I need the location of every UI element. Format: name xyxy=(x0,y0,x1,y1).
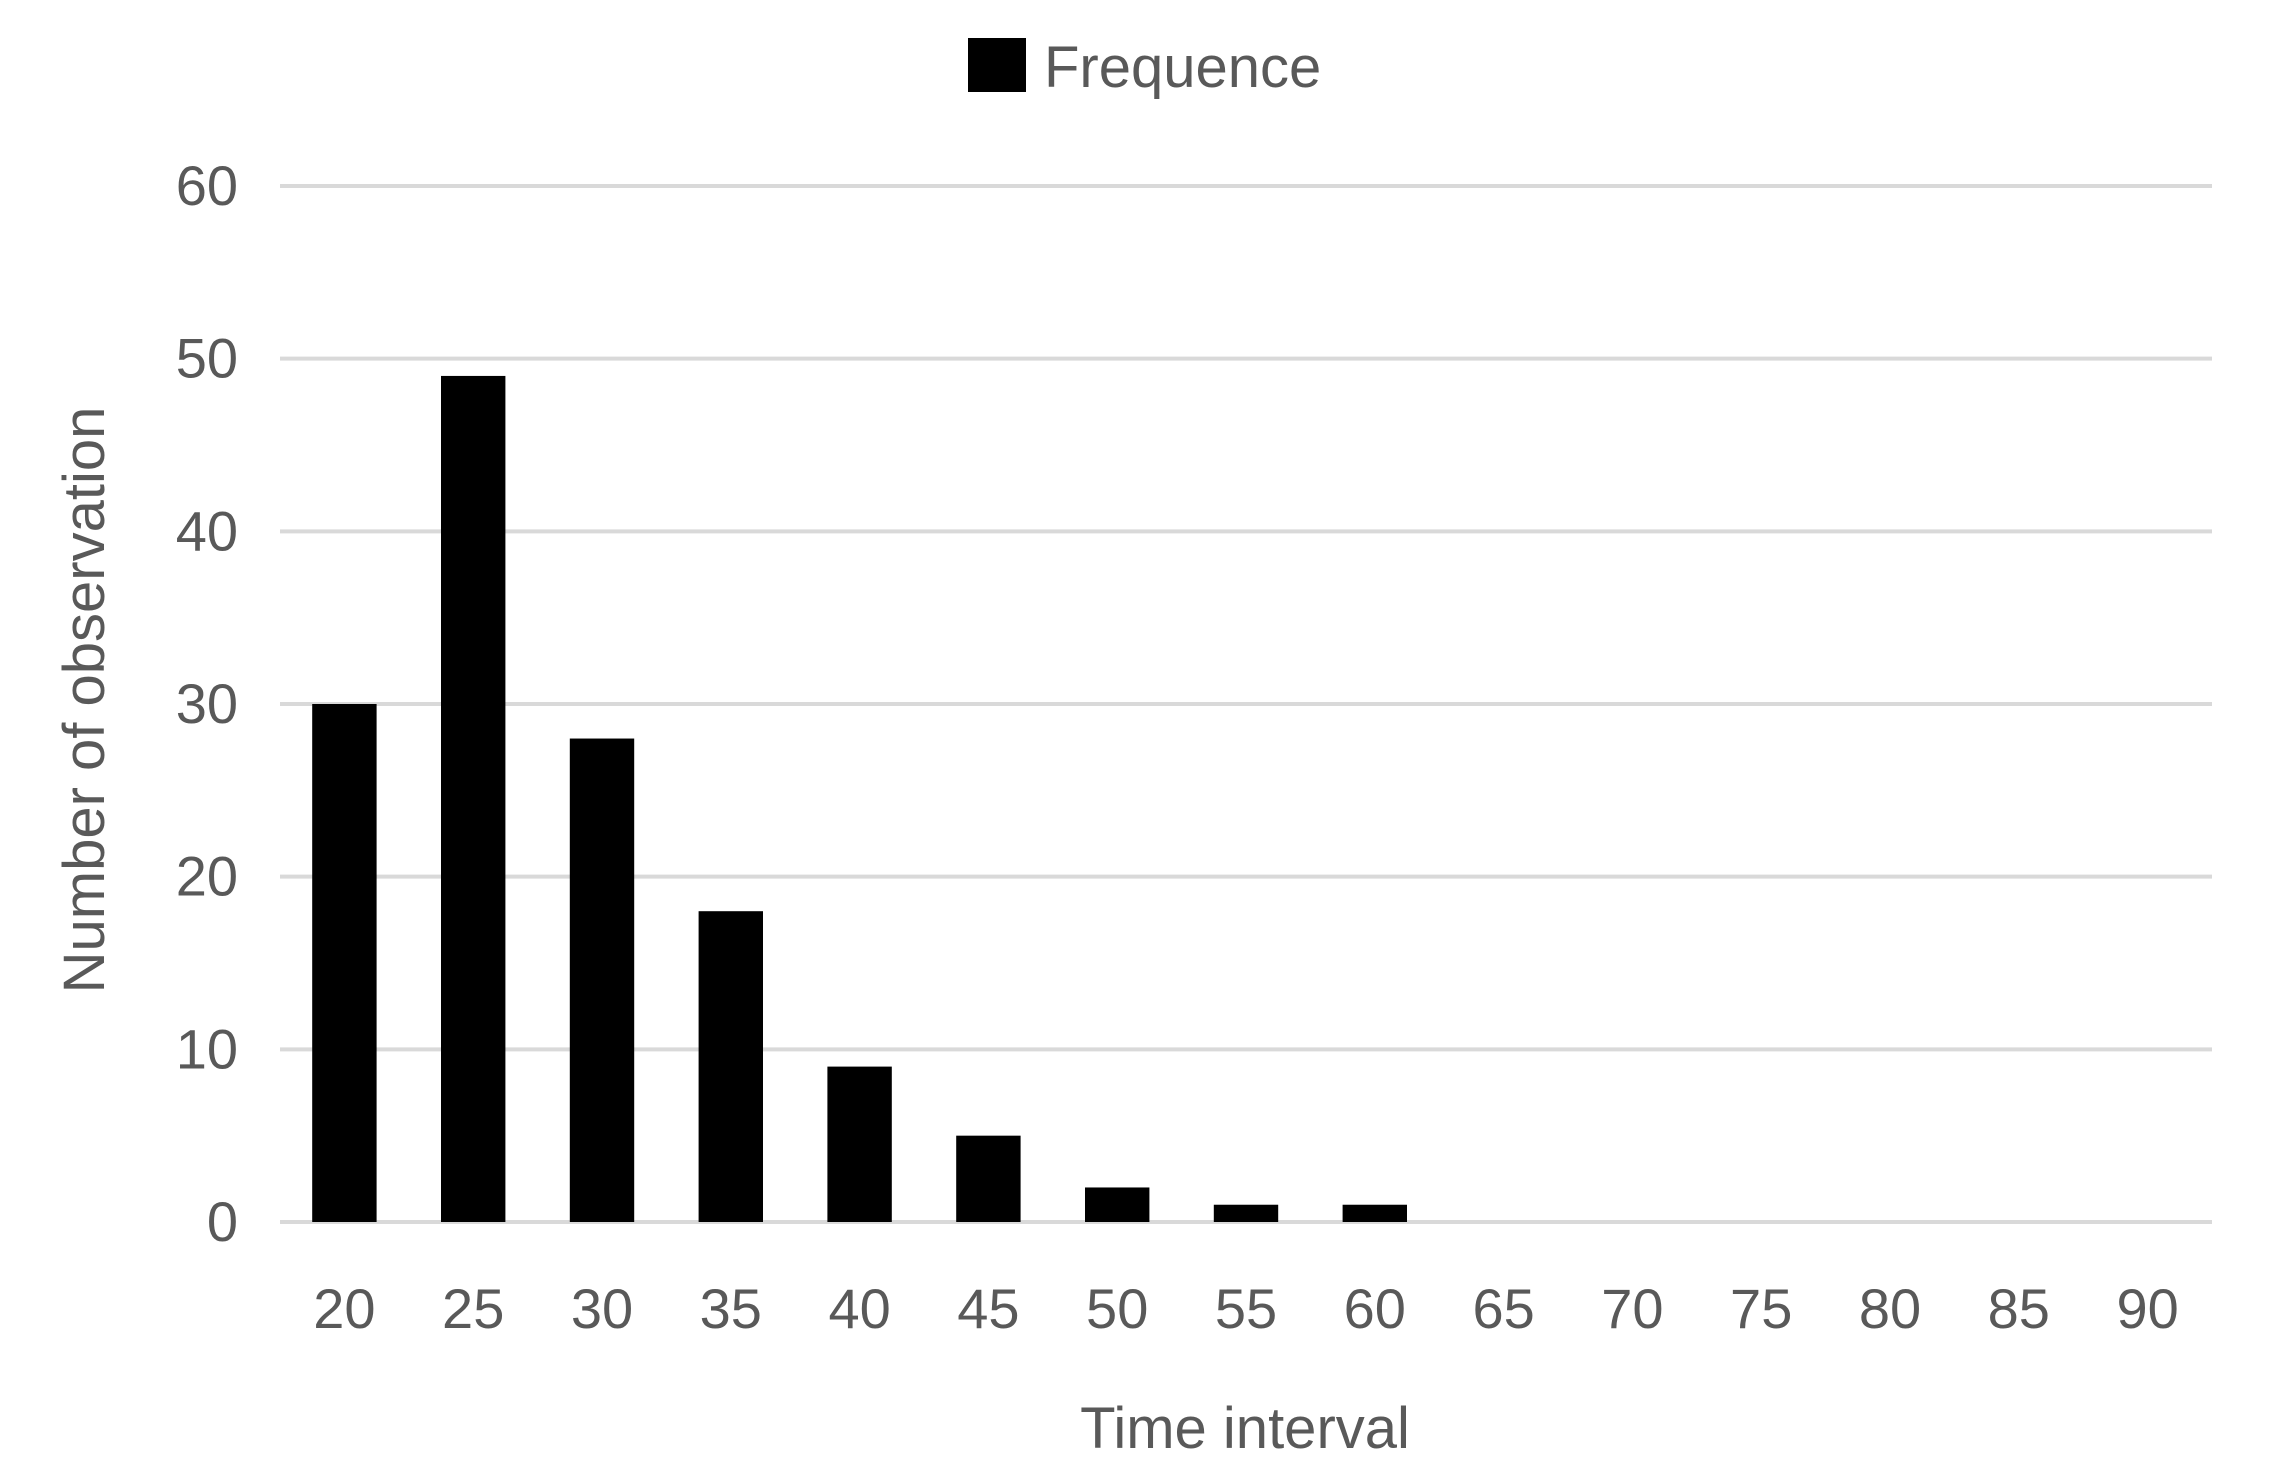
bar-35 xyxy=(698,911,763,1222)
y-tick-label-30: 30 xyxy=(176,672,238,735)
bars xyxy=(312,375,1407,1222)
x-tick-label-50: 50 xyxy=(1086,1277,1148,1340)
y-tick-label-40: 40 xyxy=(176,499,238,562)
bar-60 xyxy=(1342,1204,1407,1222)
y-tick-label-0: 0 xyxy=(207,1190,238,1253)
x-tick-label-60: 60 xyxy=(1344,1277,1406,1340)
y-axis-ticks: 0 10 20 30 40 50 60 xyxy=(176,154,238,1253)
legend: Frequence xyxy=(968,35,1321,100)
x-tick-label-35: 35 xyxy=(700,1277,762,1340)
bar-40 xyxy=(827,1066,892,1222)
x-axis-title: Time interval xyxy=(1080,1396,1410,1461)
bar-20 xyxy=(312,704,377,1222)
y-axis-title: Number of observation xyxy=(52,407,117,994)
y-tick-label-20: 20 xyxy=(176,845,238,908)
y-tick-label-50: 50 xyxy=(176,327,238,390)
x-tick-label-70: 70 xyxy=(1601,1277,1663,1340)
x-tick-label-90: 90 xyxy=(2116,1277,2178,1340)
bar-25 xyxy=(441,375,506,1222)
x-tick-label-85: 85 xyxy=(1988,1277,2050,1340)
bar-55 xyxy=(1213,1204,1279,1222)
bar-45 xyxy=(956,1135,1021,1222)
y-tick-label-10: 10 xyxy=(176,1017,238,1080)
x-tick-label-40: 40 xyxy=(828,1277,890,1340)
bar-50 xyxy=(1085,1187,1150,1222)
x-tick-label-20: 20 xyxy=(313,1277,375,1340)
bar-30 xyxy=(569,738,635,1222)
x-tick-label-30: 30 xyxy=(571,1277,633,1340)
x-tick-label-55: 55 xyxy=(1215,1277,1277,1340)
y-tick-label-60: 60 xyxy=(176,154,238,217)
x-tick-label-75: 75 xyxy=(1730,1277,1792,1340)
x-tick-label-25: 25 xyxy=(442,1277,504,1340)
x-tick-label-80: 80 xyxy=(1859,1277,1921,1340)
x-axis-ticks: 20 25 30 35 40 45 50 55 60 65 70 75 80 85 90 xyxy=(313,1277,2178,1340)
x-tick-label-45: 45 xyxy=(957,1277,1019,1340)
legend-swatch-frequence xyxy=(968,38,1026,92)
legend-label-frequence: Frequence xyxy=(1044,35,1321,100)
x-tick-label-65: 65 xyxy=(1472,1277,1534,1340)
